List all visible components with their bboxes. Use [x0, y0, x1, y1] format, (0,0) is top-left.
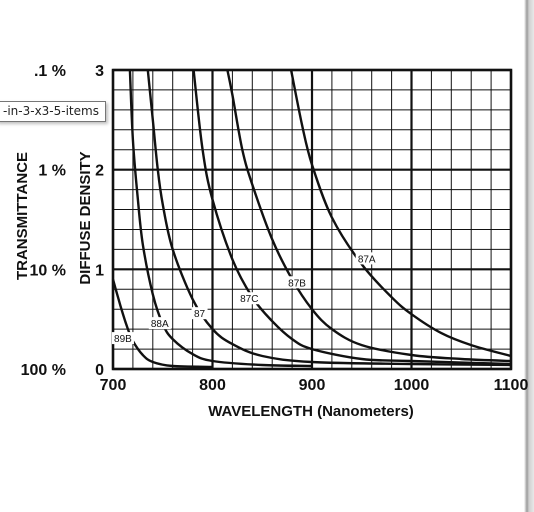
tooltip-text: -in-3-x3-5-items [3, 104, 99, 118]
secondary-y-axis-title: TRANSMITTANCE [14, 152, 31, 280]
x-axis-title: WAVELENGTH (Nanometers) [208, 403, 414, 420]
y-tick-label: 3 [95, 63, 104, 80]
y-tick-label: 2 [95, 163, 104, 180]
y-tick-label: 1 [95, 262, 104, 279]
curve-87 [146, 69, 512, 367]
curve-87a [289, 69, 512, 358]
curve-label-bg [191, 307, 208, 320]
x-tick-labels: 700 800 900 1000 1100 [100, 377, 529, 394]
curve-label-87b: 87B [288, 278, 306, 289]
x-tick-label: 700 [100, 377, 127, 394]
y-tick-labels: 0 1 2 3 [95, 63, 104, 379]
x-tick-label: 1100 [494, 377, 529, 394]
chart-curves [111, 69, 512, 369]
transmittance-tick-label: 10 % [30, 262, 66, 279]
transmittance-tick-label: 1 % [38, 163, 66, 180]
curve-label-bg [286, 276, 309, 289]
x-tick-label: 900 [299, 377, 326, 394]
y-tick-label: 0 [95, 362, 104, 379]
curve-label-88a: 88A [151, 319, 169, 330]
plot-border [111, 68, 513, 371]
y-axis-title: DIFFUSE DENSITY [77, 151, 94, 284]
curve-87b [226, 69, 512, 363]
curve-label-87: 87 [194, 309, 206, 320]
curve-label-87a: 87A [358, 254, 376, 265]
curve-87c [192, 69, 512, 366]
transmittance-tick-label: 100 % [21, 362, 66, 379]
x-tick-label: 800 [199, 377, 226, 394]
transmittance-tick-labels: 100 % 10 % 1 % .1 % [21, 63, 66, 379]
transmittance-tick-label: .1 % [34, 63, 66, 80]
curve-label-bg [355, 252, 378, 265]
curve-label-bg [148, 317, 171, 330]
window-frame-edge [524, 0, 534, 512]
curve-label-87c: 87C [240, 294, 258, 305]
tooltip: -in-3-x3-5-items [0, 101, 106, 122]
curve-label-bg [111, 332, 134, 345]
curve-labels: 89B 88A 87 87C 87B 87A [111, 252, 378, 345]
x-tick-label: 1000 [394, 377, 430, 394]
curve-label-bg [238, 292, 261, 305]
curve-label-89b: 89B [114, 334, 132, 345]
chart-grid [111, 68, 513, 371]
